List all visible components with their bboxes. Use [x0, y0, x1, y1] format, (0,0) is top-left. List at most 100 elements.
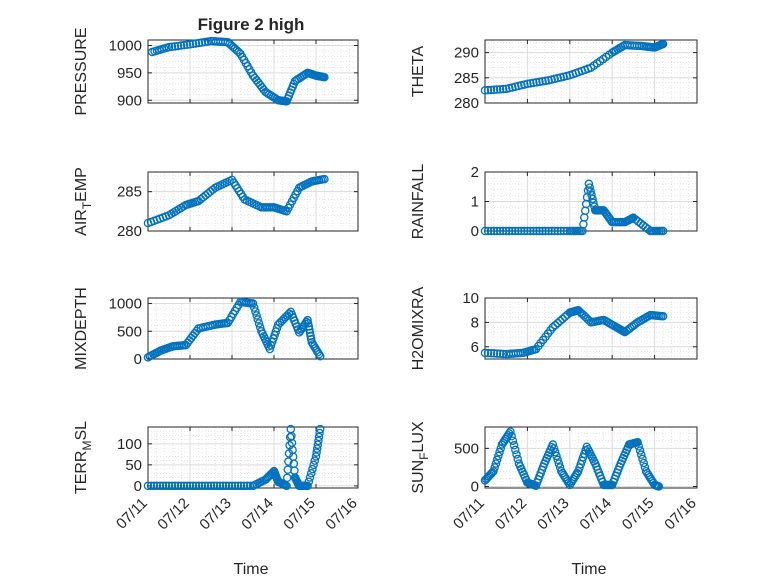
data-point-interp — [188, 481, 198, 491]
data-point-interp — [152, 481, 162, 491]
data-point-interp — [304, 477, 314, 486]
data-point-interp — [170, 481, 180, 491]
x-tick-label: 07/13 — [196, 495, 235, 534]
x-tick-label: 07/12 — [154, 495, 193, 534]
y-tick-label: 290 — [454, 45, 479, 62]
data-point-interp — [634, 442, 644, 451]
data-point-interp — [643, 224, 653, 234]
data-point — [282, 481, 291, 491]
data-point-interp — [285, 432, 295, 442]
data-point-interp — [498, 84, 508, 94]
data-point-interp — [585, 183, 595, 192]
data-point — [185, 40, 195, 49]
data-point — [658, 226, 668, 236]
data-point-interp — [197, 481, 207, 491]
y-tick-label: 0 — [471, 223, 479, 240]
data-point-interp — [495, 447, 504, 457]
data-point-interp — [554, 459, 564, 468]
data-point — [480, 86, 490, 95]
y-axis-label: AIRTEMP — [73, 167, 94, 236]
data-point-interp — [218, 481, 228, 491]
figure-title: Figure 2 high — [198, 15, 305, 34]
data-point-interp — [224, 481, 234, 491]
data-point-interp — [308, 464, 317, 474]
y-tick-label: 10 — [462, 290, 479, 307]
data-point-interp — [197, 38, 207, 47]
data-point-interp — [550, 226, 559, 236]
data-point-interp — [483, 85, 493, 95]
data-point-interp — [284, 457, 293, 466]
data-point-interp — [282, 473, 292, 483]
data-point-interp — [303, 319, 313, 328]
data-point-interp — [498, 226, 508, 236]
data-point-interp — [535, 226, 544, 236]
data-point-interp — [173, 41, 183, 51]
data-point — [185, 481, 195, 491]
x-tick-label: 07/14 — [576, 495, 615, 534]
y-tick-label: 900 — [117, 92, 142, 109]
data-point-interp — [230, 481, 240, 491]
data-point-interp — [492, 349, 502, 358]
data-point-interp — [637, 450, 646, 459]
data-point — [303, 481, 312, 491]
data-point-interp — [589, 198, 598, 208]
data-point-interp — [212, 481, 222, 491]
subplot-5: 0 500 1000 MIXDEPTH — [73, 287, 359, 370]
data-point-interp — [491, 459, 501, 468]
data-point-interp — [486, 226, 496, 236]
y-tick-label: 1000 — [109, 296, 142, 313]
data-point-interp — [306, 331, 315, 341]
data-point-interp — [149, 481, 159, 491]
data-point-interp — [558, 314, 567, 324]
data-point-interp — [306, 469, 316, 478]
data-point-interp — [555, 316, 565, 326]
x-tick-label: 07/15 — [619, 495, 658, 534]
data-point-interp — [520, 226, 529, 236]
data-point-interp — [517, 226, 526, 236]
data-point — [320, 73, 329, 82]
data-point-interp — [526, 79, 535, 88]
y-tick-label: 100 — [117, 436, 142, 453]
data-point-interp — [309, 460, 318, 470]
data-point — [548, 440, 558, 449]
data-point-interp — [200, 481, 210, 491]
data-point-interp — [242, 481, 252, 491]
data-point-interp — [490, 463, 499, 472]
x-axis-label: Time — [234, 561, 269, 578]
data-point-interp — [489, 226, 499, 236]
data-point-interp — [167, 42, 177, 51]
data-point — [523, 79, 532, 89]
axes-box — [484, 39, 698, 104]
data-point-interp — [553, 226, 562, 236]
y-tick-label: 280 — [454, 95, 479, 112]
data-point-interp — [173, 481, 183, 491]
data-point-interp — [551, 320, 560, 330]
subplot-8: 0 500 07/11 07/12 07/13 07/14 07/15 07/16 SUNFLU… — [410, 421, 700, 578]
y-axis-label: SUNFLUX — [410, 421, 431, 494]
data-point-interp — [495, 349, 505, 359]
data-point-interp — [511, 445, 520, 455]
x-tick-label: 07/15 — [280, 495, 319, 534]
data-point — [654, 482, 664, 491]
data-point-interp — [492, 85, 502, 94]
data-point-interp — [504, 429, 514, 438]
data-point-interp — [538, 77, 547, 86]
data-point-interp — [551, 447, 560, 457]
data-point-interp — [191, 481, 201, 491]
data-point-interp — [526, 226, 535, 236]
data-point-interp — [305, 473, 315, 482]
data-point-interp — [483, 226, 493, 236]
data-point-interp — [194, 481, 204, 491]
y-axis-label: THETA — [410, 46, 427, 98]
data-point-interp — [182, 481, 192, 491]
x-axis-label: Time — [572, 561, 607, 578]
data-point-interp — [511, 226, 520, 236]
data-point — [544, 226, 553, 236]
data-point-interp — [249, 303, 259, 312]
data-point-interp — [580, 206, 590, 216]
y-tick-label: 0 — [134, 351, 142, 368]
data-point-interp — [509, 441, 519, 450]
data-point-interp — [512, 450, 521, 459]
data-point-interp — [513, 454, 522, 464]
